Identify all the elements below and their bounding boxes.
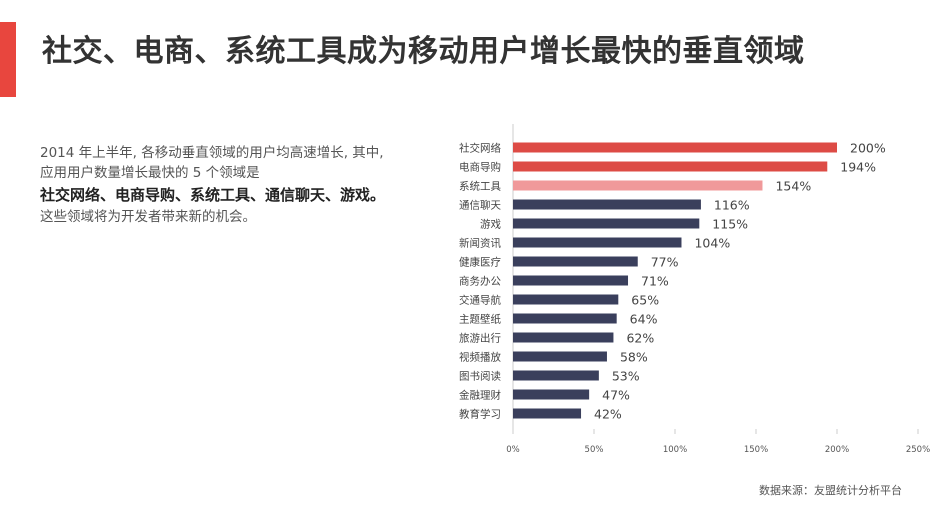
value-label: 64% [630, 312, 658, 327]
category-label: 新闻资讯 [459, 237, 501, 250]
category-label: 健康医疗 [459, 256, 501, 269]
title-accent-bar [0, 22, 16, 97]
data-source: 数据来源：友盟统计分析平台 [759, 484, 902, 497]
bar [513, 313, 617, 324]
value-label: 154% [775, 179, 811, 194]
page-title: 社交、电商、系统工具成为移动用户增长最快的垂直领域 [42, 34, 805, 69]
bar [513, 294, 619, 305]
bar [513, 180, 763, 191]
intro-line-3: 这些领域将为开发者带来新的机会。 [40, 209, 256, 225]
category-label: 通信聊天 [459, 199, 501, 212]
category-label: 旅游出行 [459, 332, 501, 345]
x-tick-label: 0% [506, 445, 520, 455]
x-tick-label: 200% [825, 445, 849, 455]
intro-line-2: 应用用户数量增长最快的 5 个领域是 [40, 165, 260, 181]
bar [513, 161, 828, 172]
value-label: 71% [641, 274, 669, 289]
category-label: 商务办公 [459, 275, 501, 288]
value-label: 58% [620, 350, 648, 365]
category-label: 主题壁纸 [459, 313, 501, 326]
bar [513, 142, 837, 153]
bar [513, 218, 700, 229]
value-label: 53% [612, 369, 640, 384]
bar [513, 351, 607, 362]
bar [513, 199, 701, 210]
value-label: 200% [850, 141, 886, 156]
intro-text: 2014 年上半年, 各移动垂直领域的用户均高速增长, 其中, 应用用户数量增长… [40, 143, 420, 227]
value-label: 104% [694, 236, 730, 251]
intro-line-1: 2014 年上半年, 各移动垂直领域的用户均高速增长, 其中, [40, 145, 384, 161]
bar [513, 332, 614, 343]
bar [513, 275, 629, 286]
value-label: 47% [602, 388, 630, 403]
category-label: 金融理财 [459, 389, 501, 402]
bar [513, 389, 590, 400]
bar [513, 237, 682, 248]
category-label: 视频播放 [459, 351, 501, 364]
value-label: 116% [714, 198, 750, 213]
value-label: 65% [631, 293, 659, 308]
bar [513, 256, 638, 267]
category-label: 交通导航 [459, 294, 501, 307]
category-label: 游戏 [480, 218, 501, 231]
value-label: 77% [651, 255, 679, 270]
growth-bar-chart: 社交网络 200% 电商导购 194% 系统工具 154% 通信聊天 116% 游戏 115% 新闻… [459, 124, 930, 455]
x-tick-label: 100% [663, 445, 687, 455]
intro-highlight: 社交网络、电商导购、系统工具、通信聊天、游戏。 [40, 186, 386, 204]
category-label: 电商导购 [459, 161, 501, 174]
bar [513, 370, 599, 381]
value-label: 62% [626, 331, 654, 346]
category-label: 社交网络 [459, 142, 501, 155]
x-tick-label: 150% [744, 445, 768, 455]
category-label: 教育学习 [459, 408, 501, 421]
value-label: 42% [594, 407, 622, 422]
value-label: 115% [712, 217, 748, 232]
value-label: 194% [840, 160, 876, 175]
x-tick-label: 50% [585, 445, 604, 455]
category-label: 图书阅读 [459, 370, 501, 383]
category-label: 系统工具 [459, 180, 501, 193]
bar [513, 408, 582, 419]
x-tick-label: 250% [906, 445, 930, 455]
